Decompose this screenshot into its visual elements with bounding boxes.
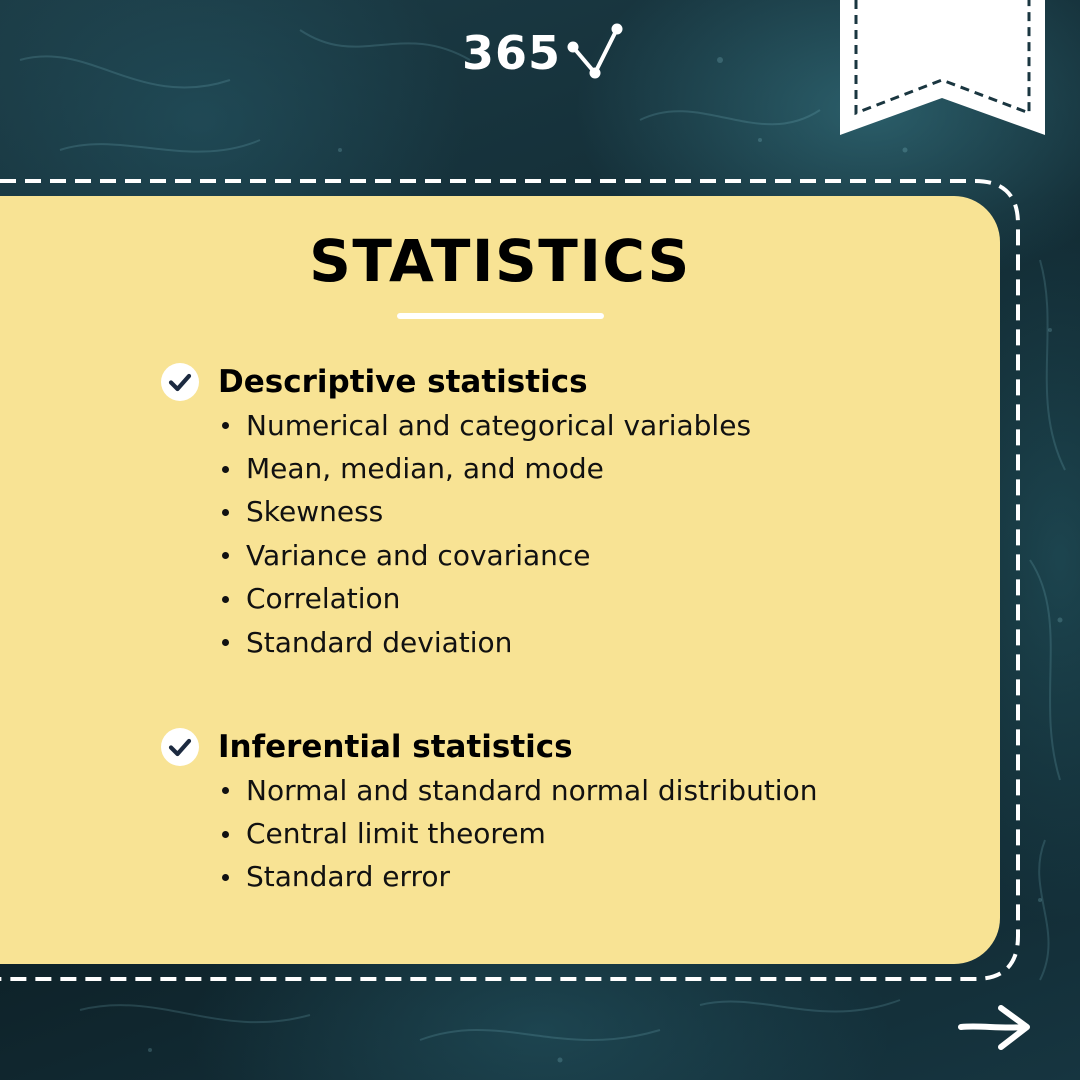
list-item-text: Standard deviation [246, 625, 513, 659]
list-item: Standard error [160, 856, 817, 899]
bullet-dot [222, 422, 229, 430]
section-inferential: Inferential statistics Normal and standa… [160, 725, 817, 899]
bullet-dot [222, 552, 229, 560]
list-item-text: Normal and standard normal distribution [246, 773, 818, 807]
list-item: Standard deviation [160, 621, 751, 664]
section-heading: Inferential statistics [160, 725, 817, 769]
section-title: Inferential statistics [218, 728, 573, 765]
list-item-text: Central limit theorem [246, 817, 546, 851]
list-item: Skewness [160, 491, 751, 534]
check-circle-icon [161, 728, 199, 766]
bullet-dot [222, 639, 229, 647]
list-item-text: Skewness [246, 495, 384, 529]
list-item-text: Correlation [246, 582, 401, 616]
list-item: Numerical and categorical variables [160, 404, 751, 447]
title-underline [397, 313, 604, 319]
list-item-text: Mean, median, and mode [246, 452, 604, 486]
bullet-dot [222, 508, 229, 516]
logo-text: 365 [462, 26, 562, 80]
bookmark-ribbon-icon [840, 0, 1045, 135]
bullet-dot [222, 465, 229, 473]
bullet-list: Numerical and categorical variables Mean… [160, 404, 751, 664]
bullet-list: Normal and standard normal distribution … [160, 769, 817, 899]
list-item: Normal and standard normal distribution [160, 769, 817, 812]
brand-logo: 365 [462, 18, 625, 88]
list-item: Central limit theorem [160, 812, 817, 855]
list-item-text: Variance and covariance [246, 538, 591, 572]
section-title: Descriptive statistics [218, 363, 588, 400]
bullet-dot [222, 830, 229, 838]
card-title: STATISTICS [309, 227, 691, 295]
list-item: Correlation [160, 578, 751, 621]
arrow-right-icon[interactable] [955, 1000, 1035, 1055]
list-item: Variance and covariance [160, 534, 751, 577]
list-item-text: Numerical and categorical variables [246, 408, 752, 442]
section-descriptive: Descriptive statistics Numerical and cat… [160, 360, 751, 664]
check-circle-icon [161, 363, 199, 401]
bullet-dot [222, 787, 229, 795]
list-item: Mean, median, and mode [160, 447, 751, 490]
bullet-dot [222, 595, 229, 603]
list-item-text: Standard error [246, 860, 451, 894]
connected-nodes-check-icon [567, 23, 623, 79]
bullet-dot [222, 873, 229, 881]
section-heading: Descriptive statistics [160, 360, 751, 404]
